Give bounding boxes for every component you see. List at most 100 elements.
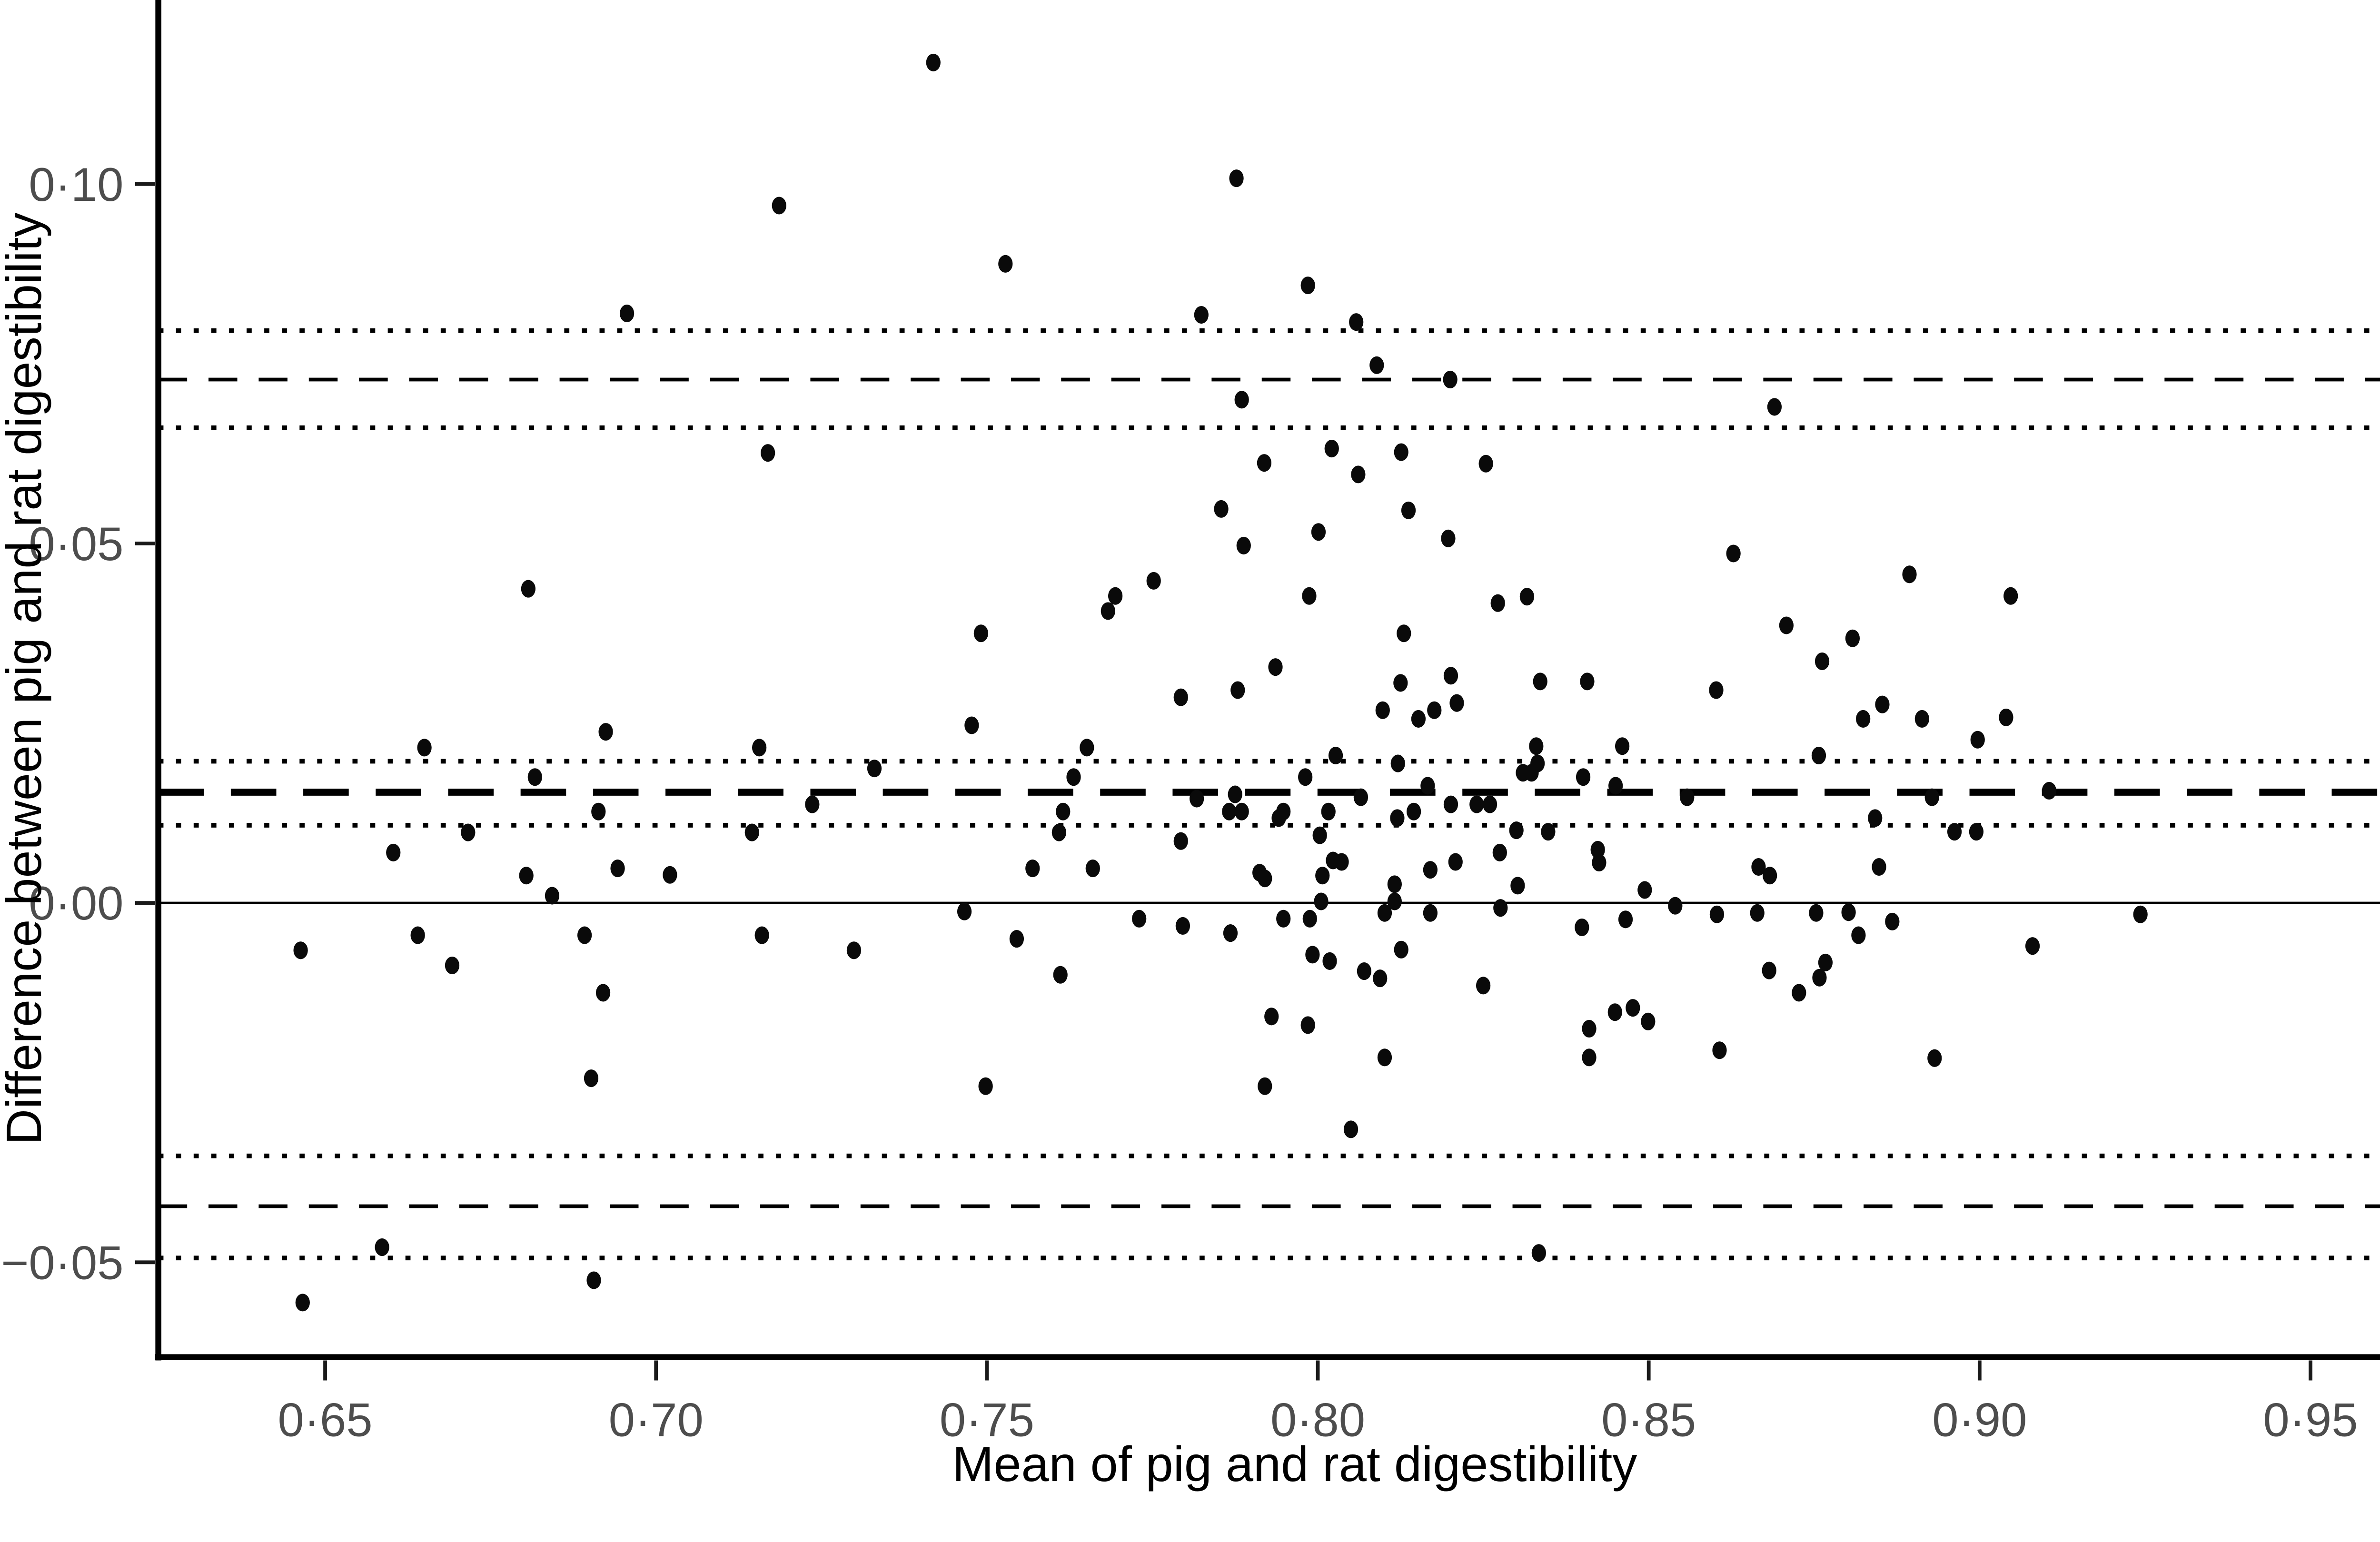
scatter-point (1779, 616, 1794, 634)
x-axis-ticks-group: 0·65 0·70 0·75 0·80 0·85 0·90 0·95 (278, 1360, 2358, 1447)
scatter-point (1482, 795, 1497, 813)
scatter-point (1809, 904, 1824, 922)
scatter-point (2003, 587, 2018, 605)
scatter-point (1302, 587, 1317, 605)
scatter-point (1815, 652, 1830, 671)
scatter-point (1580, 672, 1595, 691)
scatter-point (1334, 853, 1349, 871)
scatter-point (1618, 910, 1633, 929)
scatter-point (1085, 860, 1100, 878)
scatter-point (1276, 909, 1291, 928)
scatter-point (1947, 823, 1962, 841)
scatter-point (1315, 867, 1330, 885)
x-tick-label: 0·80 (1270, 1394, 1365, 1447)
scatter-point (521, 580, 536, 598)
y-tick-label: 0·05 (29, 518, 123, 571)
scatter-point (1394, 443, 1408, 461)
scatter-point (1902, 565, 1917, 583)
scatter-point (1305, 946, 1320, 964)
reference-lines-group (158, 328, 2380, 1261)
scatter-point (1709, 905, 1725, 923)
scatter-point (1229, 169, 1244, 188)
scatter-point (1575, 918, 1589, 937)
scatter-point (1324, 439, 1339, 458)
scatter-point (973, 624, 989, 642)
scatter-point (805, 795, 820, 813)
scatter-point (1541, 823, 1556, 841)
scatter-point (1321, 802, 1336, 820)
bland-altman-figure: 0·65 0·70 0·75 0·80 0·85 0·90 0·95 0·10 0·05 0·0… (0, 0, 2380, 1493)
scatter-point (1970, 731, 1985, 749)
scatter-point (1524, 764, 1539, 782)
scatter-point (1608, 777, 1623, 795)
scatter-point (584, 1069, 599, 1087)
scatter-point (1230, 681, 1245, 699)
scatter-point (1387, 892, 1402, 910)
scatter-point (964, 716, 979, 734)
scatter-point (577, 926, 592, 944)
scatter-point (2025, 937, 2040, 955)
scatter-point (772, 197, 786, 215)
scatter-point (1914, 710, 1929, 728)
scatter-point (998, 255, 1013, 273)
x-tick-label: 0·75 (940, 1394, 1034, 1447)
scatter-point (1443, 370, 1458, 388)
scatter-point (1709, 681, 1724, 699)
scatter-point (1390, 754, 1405, 772)
scatter-point (1615, 737, 1630, 755)
scatter-point (1311, 523, 1326, 541)
scatter-point (1590, 840, 1605, 859)
scatter-point (1223, 924, 1238, 942)
scatter-point (1051, 823, 1067, 841)
scatter-point (1056, 802, 1071, 820)
scatter-point (1314, 892, 1329, 910)
scatter-point (1411, 710, 1426, 728)
scatter-point (1407, 802, 1421, 820)
x-tick-label: 0·95 (2263, 1394, 2358, 1447)
scatter-point (1353, 788, 1368, 806)
scatter-point (1420, 777, 1435, 795)
scatter-point (1377, 1048, 1392, 1067)
x-tick-label: 0·65 (278, 1394, 372, 1447)
scatter-point (1493, 899, 1508, 917)
scatter-point (1531, 1244, 1546, 1262)
scatter-point (754, 926, 769, 944)
scatter-point (445, 956, 460, 975)
scatter-point (1351, 465, 1366, 484)
scatter-point (1322, 952, 1337, 970)
scatter-point (1258, 1077, 1272, 1095)
scatter-point (1999, 708, 2013, 726)
scatter-point (1234, 391, 1249, 409)
scatter-point (1101, 602, 1115, 620)
scatter-point (595, 984, 611, 1002)
y-tick-label: −0·05 (1, 1236, 123, 1289)
scatter-point (1343, 1120, 1359, 1138)
scatter-point (1478, 455, 1493, 473)
scatter-point (1767, 398, 1782, 416)
scatter-point (1969, 823, 1984, 841)
scatter-point (461, 823, 476, 841)
scatter-point (1476, 977, 1491, 995)
scatter-point (1190, 790, 1204, 808)
scatter-point (1582, 1048, 1597, 1067)
scatter-point (1423, 861, 1438, 879)
scatter-point (1080, 739, 1094, 757)
scatter-point (545, 887, 560, 905)
scatter-point (1875, 695, 1890, 713)
scatter-point (1173, 688, 1188, 706)
scatter-point (1025, 860, 1040, 878)
scatter-point (375, 1238, 389, 1256)
y-tick-label: 0·10 (29, 158, 123, 211)
scatter-point (610, 860, 625, 878)
scatter-point (417, 739, 432, 757)
y-axis-ticks-group: 0·10 0·05 0·00 −0·05 (1, 158, 155, 1289)
scatter-point (1394, 940, 1408, 959)
scatter-point (1792, 984, 1806, 1002)
scatter-point (1712, 1041, 1727, 1059)
scatter-point (586, 1271, 601, 1289)
scatter-point (1234, 802, 1249, 820)
scatter-point (1236, 536, 1251, 554)
scatter-point (410, 926, 425, 944)
scatter-point (926, 53, 941, 71)
scatter-point (1194, 306, 1209, 324)
